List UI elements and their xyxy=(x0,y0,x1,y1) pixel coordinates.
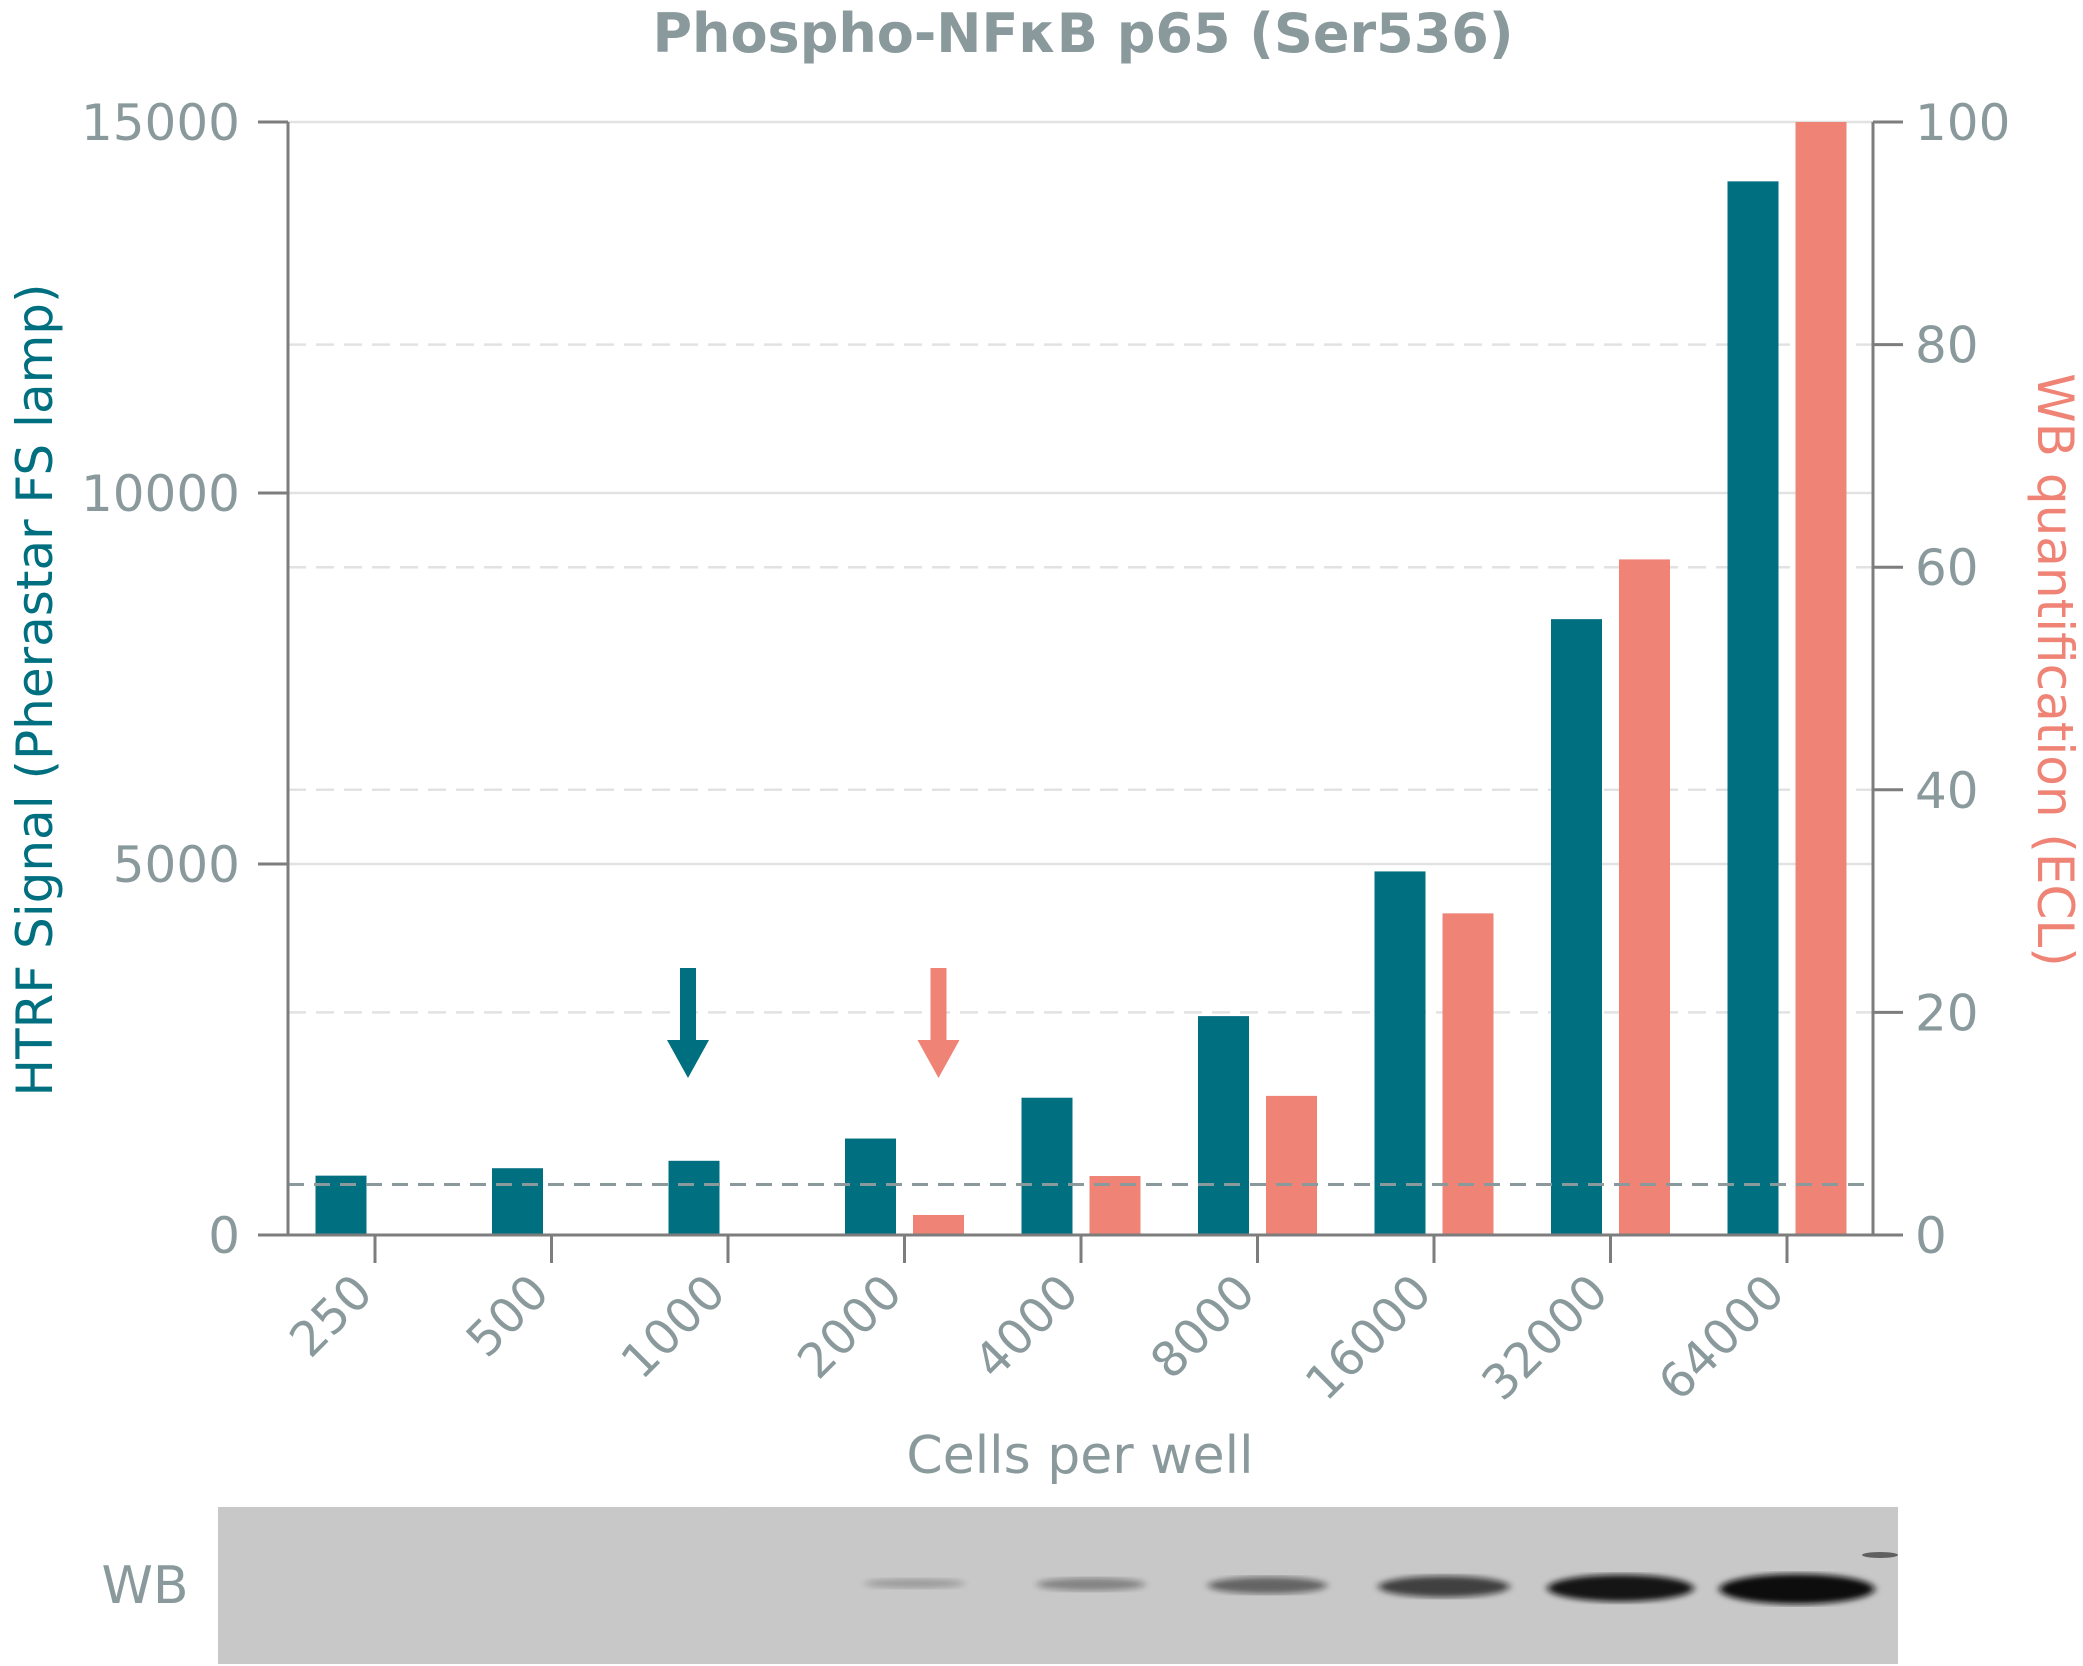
x-tick-label: 2000 xyxy=(787,1264,913,1390)
wb-band xyxy=(1378,1576,1510,1598)
bar-htrf xyxy=(1198,1016,1249,1235)
y-axis-right-label: WB quantification (ECL) xyxy=(2026,373,2083,967)
wb-band xyxy=(1208,1577,1327,1594)
x-tick-label: 64000 xyxy=(1648,1264,1796,1412)
bar-wb xyxy=(913,1214,964,1235)
y-right-tick-label: 60 xyxy=(1915,539,1979,597)
bars xyxy=(315,122,1847,1236)
bar-wb xyxy=(1619,559,1670,1235)
wb-band xyxy=(1036,1577,1146,1591)
y-right-tick-label: 80 xyxy=(1915,317,1979,375)
x-tick-label: 500 xyxy=(456,1264,560,1368)
x-tick-label: 32000 xyxy=(1471,1264,1619,1412)
wb-label: WB xyxy=(101,1556,188,1616)
axes xyxy=(258,120,1903,1263)
bar-htrf xyxy=(492,1168,543,1235)
y-right-tick-label: 20 xyxy=(1915,984,1979,1042)
y-right-tick-label: 100 xyxy=(1915,94,2010,152)
wb-band xyxy=(1547,1574,1694,1602)
x-axis-label: Cells per well xyxy=(906,1426,1253,1486)
bar-htrf xyxy=(1551,619,1602,1235)
y-left-tick-label: 5000 xyxy=(113,836,240,894)
x-tick-label: 1000 xyxy=(611,1264,737,1390)
y-left-tick-label: 10000 xyxy=(81,465,240,523)
arrow-markers xyxy=(667,968,960,1078)
wb-marker-band xyxy=(1862,1552,1898,1558)
y-right-tick-label: 0 xyxy=(1915,1207,1947,1265)
arrow-shaft xyxy=(680,968,696,1040)
bar-wb xyxy=(1795,122,1847,1235)
wb-band xyxy=(1719,1574,1875,1604)
y-left-tick-label: 0 xyxy=(208,1207,240,1265)
arrow-down-icon xyxy=(667,968,709,1078)
x-tick-label: 16000 xyxy=(1295,1264,1443,1412)
grid-lines xyxy=(288,120,1873,1014)
bar-htrf xyxy=(1374,871,1426,1235)
arrow-shaft xyxy=(930,968,947,1040)
bar-htrf xyxy=(1727,181,1779,1236)
chart-title: Phospho-NFκB p65 (Ser536) xyxy=(652,2,1513,65)
x-tick-label: 250 xyxy=(279,1264,383,1368)
bar-htrf xyxy=(1021,1097,1073,1235)
bar-wb xyxy=(1266,1095,1317,1235)
arrow-down-icon xyxy=(917,968,960,1078)
x-tick-label: 8000 xyxy=(1140,1264,1266,1390)
arrow-head xyxy=(667,1040,709,1078)
y-right-tick-label: 40 xyxy=(1915,762,1979,820)
y-left-tick-label: 15000 xyxy=(81,94,240,152)
bar-htrf xyxy=(845,1138,896,1235)
bar-htrf xyxy=(668,1160,720,1235)
wb-band xyxy=(864,1578,965,1589)
western-blot-strip xyxy=(218,1507,1898,1664)
x-tick-label: 4000 xyxy=(964,1264,1090,1390)
arrow-head xyxy=(917,1040,960,1078)
y-axis-left-label: HTRF Signal (Pherastar FS lamp) xyxy=(6,283,64,1096)
bar-wb xyxy=(1442,913,1494,1235)
